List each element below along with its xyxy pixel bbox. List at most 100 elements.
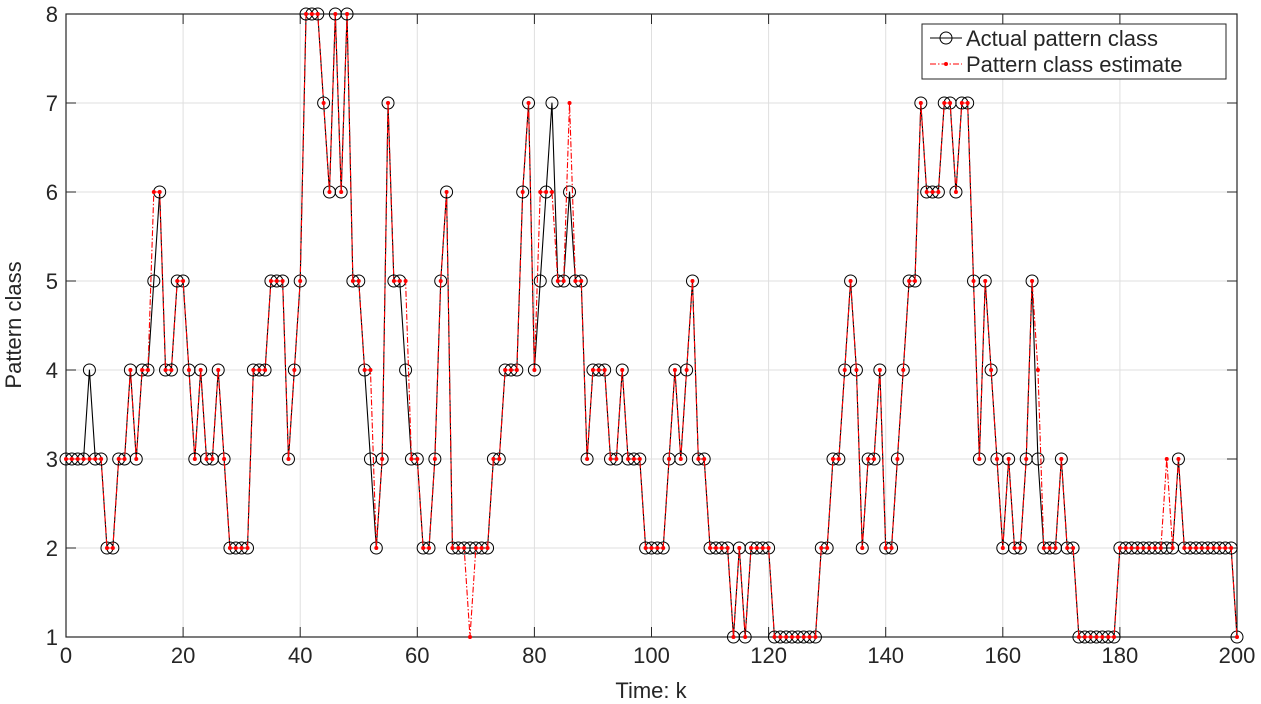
estimate-data-point <box>1024 457 1029 461</box>
estimate-data-point <box>608 457 613 461</box>
estimate-data-point <box>309 12 314 16</box>
estimate-data-point <box>1188 546 1193 550</box>
estimate-data-point <box>473 546 478 550</box>
estimate-data-point <box>1147 546 1152 550</box>
estimate-data-point <box>1088 635 1093 639</box>
estimate-data-point <box>667 457 672 461</box>
estimate-data-point <box>467 635 472 639</box>
estimate-data-point <box>345 12 350 16</box>
estimate-data-point <box>637 457 642 461</box>
estimate-data-point <box>690 279 695 283</box>
estimate-data-point <box>350 279 355 283</box>
estimate-data-point <box>596 368 601 372</box>
estimate-data-point <box>333 12 338 16</box>
estimate-data-point <box>386 101 391 105</box>
estimate-data-point <box>1030 279 1035 283</box>
estimate-data-point <box>795 635 800 639</box>
estimate-data-point <box>169 368 174 372</box>
estimate-data-point <box>760 546 765 550</box>
estimate-data-point <box>602 368 607 372</box>
estimate-data-point <box>1211 546 1216 550</box>
estimate-data-point <box>1141 546 1146 550</box>
legend-marker-actual <box>939 31 953 45</box>
estimate-data-point <box>561 279 566 283</box>
estimate-data-point <box>626 457 631 461</box>
estimate-data-point <box>620 368 625 372</box>
x-tick-label: 120 <box>750 643 787 668</box>
estimate-data-point <box>186 368 191 372</box>
actual-data-point <box>147 274 161 288</box>
estimate-data-point <box>421 546 426 550</box>
estimate-data-point <box>532 368 537 372</box>
estimate-data-point <box>245 546 250 550</box>
estimate-data-point <box>585 457 590 461</box>
estimate-data-point <box>216 368 221 372</box>
estimate-data-point <box>239 546 244 550</box>
estimate-data-point <box>538 190 543 194</box>
estimate-data-point <box>1100 635 1105 639</box>
estimate-data-point <box>104 546 109 550</box>
estimate-data-point <box>661 546 666 550</box>
estimate-data-point <box>590 368 595 372</box>
data-series <box>59 7 1244 644</box>
estimate-data-point <box>198 368 203 372</box>
estimate-data-point <box>64 457 68 461</box>
estimate-data-point <box>99 457 104 461</box>
estimate-data-point <box>912 279 917 283</box>
estimate-data-point <box>93 457 98 461</box>
estimate-data-point <box>1235 635 1239 639</box>
estimate-data-point <box>87 457 92 461</box>
estimate-data-point <box>813 635 818 639</box>
estimate-data-point <box>456 546 461 550</box>
estimate-data-point <box>930 190 935 194</box>
actual-data-point <box>399 363 413 377</box>
estimate-data-point <box>462 546 467 550</box>
actual-data-point <box>545 96 559 110</box>
estimate-data-point <box>702 457 707 461</box>
estimate-data-point <box>819 546 824 550</box>
y-tick-label: 5 <box>46 269 58 294</box>
estimate-data-point <box>1123 546 1128 550</box>
estimate-data-point <box>1176 457 1181 461</box>
estimate-data-point <box>192 457 197 461</box>
x-tick-label: 200 <box>1219 643 1256 668</box>
estimate-data-point <box>479 546 484 550</box>
estimate-data-point <box>380 457 385 461</box>
actual-data-point <box>129 452 143 466</box>
estimate-data-point <box>907 279 912 283</box>
x-tick-label: 60 <box>405 643 429 668</box>
estimate-data-point <box>784 635 789 639</box>
estimate-data-point <box>204 457 209 461</box>
actual-data-point <box>527 363 541 377</box>
estimate-data-point <box>1194 546 1199 550</box>
estimate-data-point <box>971 279 976 283</box>
estimate-data-point <box>1106 635 1111 639</box>
estimate-data-point <box>485 546 490 550</box>
estimate-data-point <box>579 279 584 283</box>
estimate-data-point <box>503 368 508 372</box>
estimate-data-point <box>508 368 513 372</box>
estimate-data-point <box>1158 546 1163 550</box>
legend: Actual pattern class Pattern class estim… <box>921 23 1227 80</box>
estimate-data-point <box>977 457 982 461</box>
y-tick-label: 7 <box>46 91 58 116</box>
estimate-data-point <box>737 546 742 550</box>
estimate-data-point <box>942 101 947 105</box>
estimate-data-point <box>719 546 724 550</box>
estimate-data-point <box>69 457 74 461</box>
estimate-data-point <box>450 546 455 550</box>
estimate-data-point <box>268 279 273 283</box>
estimate-data-point <box>743 635 748 639</box>
estimate-data-point <box>989 368 994 372</box>
estimate-data-point <box>544 190 549 194</box>
estimate-data-point <box>409 457 414 461</box>
estimate-data-point <box>1059 457 1064 461</box>
estimate-data-point <box>649 546 654 550</box>
estimate-data-point <box>1199 546 1204 550</box>
estimate-data-point <box>1164 457 1169 461</box>
estimate-data-point <box>877 368 882 372</box>
estimate-data-point <box>233 546 238 550</box>
estimate-data-point <box>725 546 730 550</box>
estimate-data-point <box>1135 546 1140 550</box>
